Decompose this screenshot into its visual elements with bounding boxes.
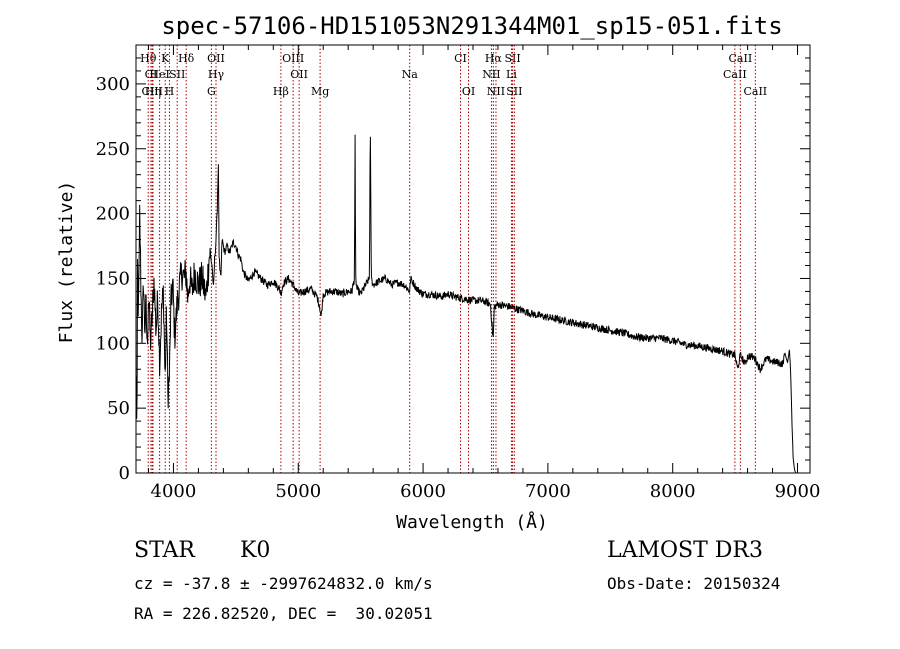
y-axis-label: Flux (relative) — [56, 181, 77, 344]
line-marker-label: CIII — [141, 85, 162, 98]
line-marker-label: CaII — [729, 52, 753, 65]
line-marker-label: Hγ — [208, 68, 225, 81]
line-marker-label: Hδ — [178, 52, 195, 65]
object-class: STAR — [134, 538, 195, 563]
redshift-line: cz = -37.8 ± -2997624832.0 km/s — [134, 574, 433, 593]
line-marker-label: CI — [145, 68, 158, 81]
line-marker-label: H — [165, 85, 175, 98]
x-tick-label: 9000 — [775, 481, 821, 502]
plot-frame — [135, 44, 811, 474]
line-marker-label: Hη — [145, 85, 161, 98]
line-marker-label: OI — [462, 85, 475, 98]
spectrum-chart: spec-57106-HD151053N291344M01_sp15-051.f… — [56, 12, 821, 533]
x-tick-label: 7000 — [525, 481, 571, 502]
line-marker-label: CaII — [723, 68, 747, 81]
survey-name: LAMOST DR3 — [607, 538, 763, 563]
line-marker-label: CaII — [743, 85, 767, 98]
line-marker-label: Na — [402, 68, 419, 81]
line-marker-label: SII — [506, 85, 522, 98]
object-subclass: K0 — [240, 538, 271, 563]
line-marker-label: NII — [487, 85, 505, 98]
line-marker-label: Mg — [311, 85, 329, 98]
x-tick-label: 6000 — [400, 481, 446, 502]
obs-date: Obs-Date: 20150324 — [607, 574, 781, 593]
line-marker-label: OII — [207, 52, 225, 65]
y-tick-label: 0 — [119, 463, 130, 484]
y-tick-label: 100 — [96, 333, 130, 354]
y-tick-label: 200 — [96, 204, 130, 225]
line-marker-label: SII — [169, 68, 185, 81]
chart-title: spec-57106-HD151053N291344M01_sp15-051.f… — [161, 12, 782, 40]
line-marker-label: K — [161, 52, 170, 65]
x-tick-label: 8000 — [650, 481, 696, 502]
x-axis-label: Wavelength (Å) — [396, 511, 548, 533]
line-marker-label: OIII — [282, 52, 304, 65]
line-marker-label: Li — [506, 68, 517, 81]
line-marker-label: G — [207, 85, 216, 98]
spectrum-line — [135, 134, 798, 474]
x-tick-label: 4000 — [151, 481, 197, 502]
axes: 4000 5000 6000 7000 8000 9000 0 50 100 150 200 250 3… — [96, 45, 821, 502]
line-marker-label: NII — [482, 68, 500, 81]
line-marker-label: Hβ — [273, 85, 289, 98]
line-marker-label: HeI — [149, 68, 169, 81]
line-marker-label: CI — [454, 52, 467, 65]
line-marker-label: Hα — [485, 52, 503, 65]
x-tick-label: 5000 — [275, 481, 321, 502]
line-marker-label: OII — [290, 68, 308, 81]
line-marker-label: Hθ — [140, 52, 157, 65]
y-tick-label: 250 — [96, 139, 130, 160]
coordinates: RA = 226.82520, DEC = 30.02051 — [134, 604, 433, 623]
y-tick-label: 300 — [96, 74, 130, 95]
y-tick-label: 50 — [107, 398, 130, 419]
y-tick-label: 150 — [96, 268, 130, 289]
line-marker-label: SII — [504, 52, 520, 65]
